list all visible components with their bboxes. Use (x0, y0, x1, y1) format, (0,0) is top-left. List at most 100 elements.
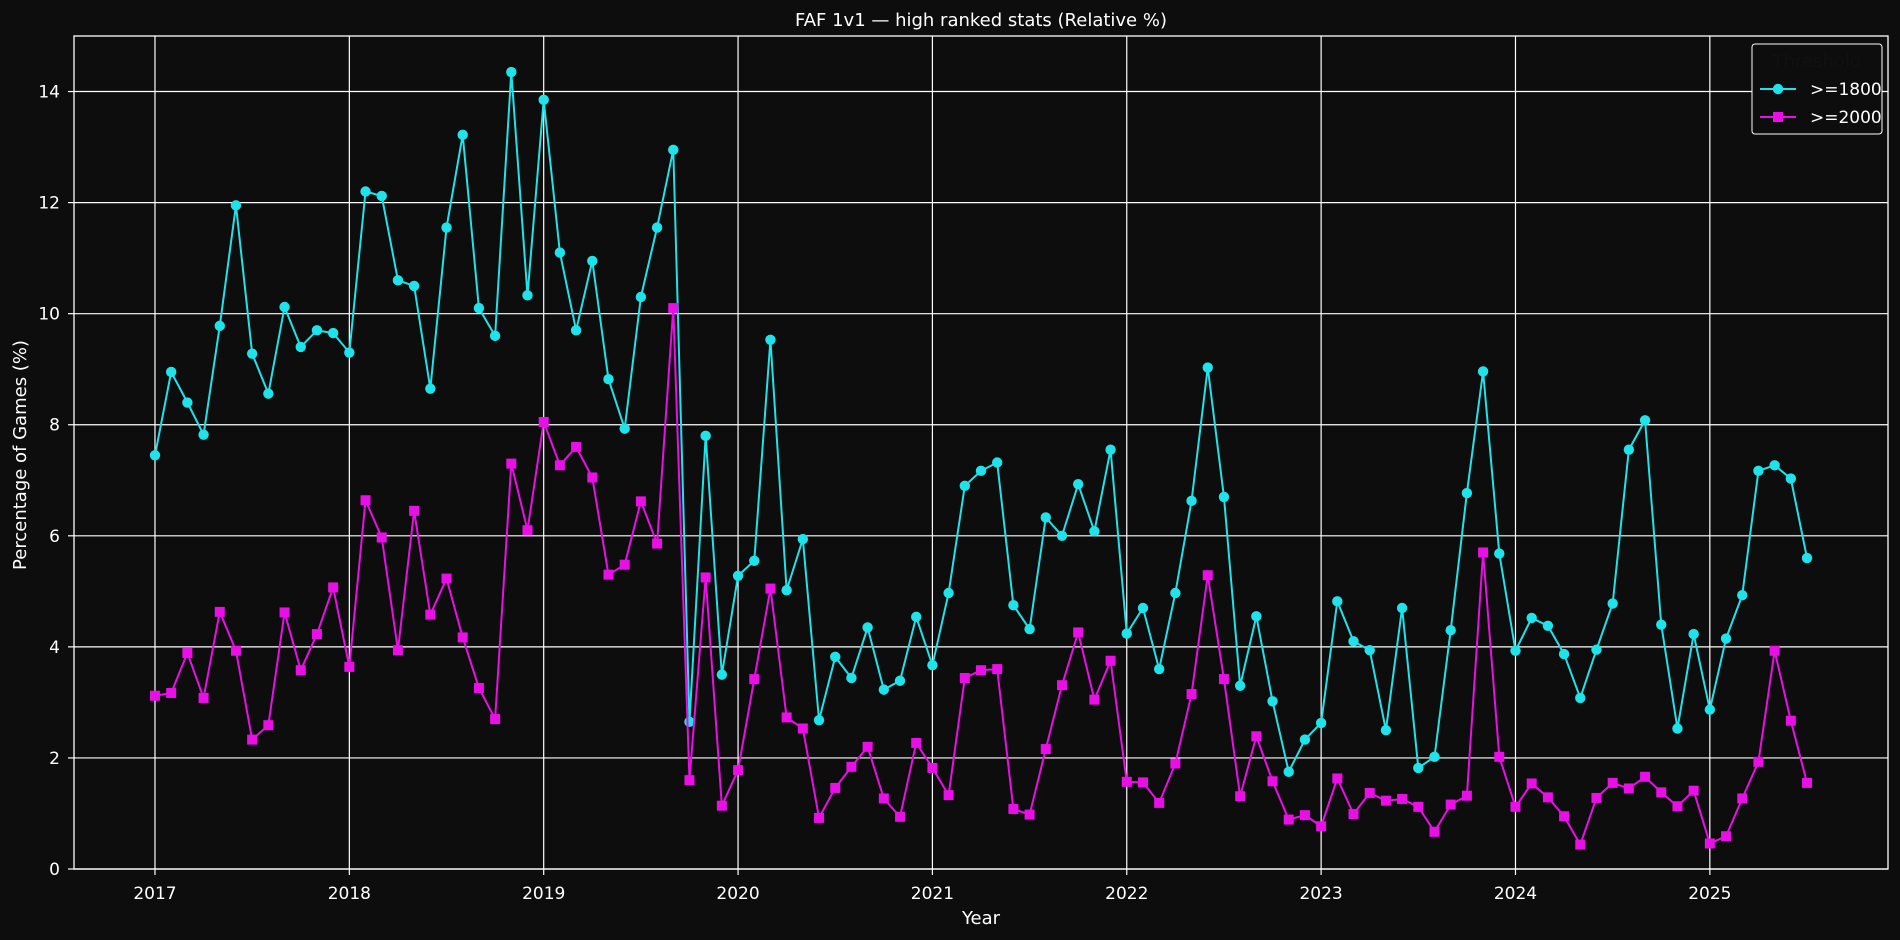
data-point (635, 291, 647, 303)
x-tick-label: 2025 (1688, 884, 1731, 904)
data-point (538, 416, 549, 427)
data-point (700, 430, 711, 442)
data-point (1672, 723, 1683, 734)
data-point (214, 320, 225, 332)
data-point (1170, 758, 1181, 769)
data-point (911, 737, 922, 748)
data-point (149, 690, 160, 701)
data-point (651, 222, 663, 233)
data-point (1510, 645, 1521, 656)
data-point (603, 569, 614, 580)
data-point (878, 793, 889, 804)
data-point (716, 800, 727, 811)
data-point (522, 290, 533, 301)
data-point (1445, 625, 1456, 636)
data-point (1186, 495, 1197, 507)
data-point (927, 762, 938, 773)
data-point (927, 659, 938, 671)
data-point (409, 505, 420, 516)
data-point (797, 533, 809, 545)
data-point (554, 460, 565, 471)
data-point (392, 275, 404, 286)
data-point (991, 457, 1003, 468)
data-point (247, 734, 258, 745)
data-point (1656, 787, 1667, 798)
data-point (360, 495, 371, 506)
data-point (1072, 478, 1084, 490)
data-point (830, 782, 841, 793)
data-point (1170, 587, 1181, 599)
data-point (1105, 655, 1116, 666)
data-point (392, 645, 403, 656)
data-point (522, 525, 533, 536)
data-point (1494, 548, 1505, 559)
data-point (506, 458, 517, 469)
data-point (570, 325, 582, 336)
data-point (765, 583, 776, 594)
data-point (506, 66, 517, 78)
data-point (1704, 838, 1715, 849)
data-point (1413, 762, 1424, 774)
data-point (959, 672, 970, 683)
data-point (975, 465, 987, 477)
series-1 (149, 66, 1813, 778)
data-point (1591, 644, 1602, 655)
x-tick-label: 2020 (716, 884, 759, 904)
data-point (1008, 804, 1019, 815)
data-point (571, 441, 582, 452)
data-point (1558, 648, 1570, 660)
data-point (1623, 783, 1634, 794)
data-point (619, 423, 630, 434)
data-point (1089, 526, 1100, 537)
data-point (1672, 801, 1683, 812)
data-point (1397, 794, 1408, 805)
data-point (619, 559, 630, 570)
data-point (538, 94, 549, 106)
data-point (1040, 744, 1051, 755)
chart-title: FAF 1v1 — high ranked stats (Relative %) (795, 10, 1167, 31)
data-point (182, 647, 193, 658)
data-point (360, 186, 371, 197)
data-point (1235, 791, 1246, 802)
data-point (1024, 809, 1035, 820)
data-point (1688, 628, 1699, 640)
data-point (1024, 623, 1035, 635)
data-point (1283, 814, 1294, 825)
data-point (1607, 777, 1618, 788)
data-point (1785, 473, 1797, 484)
data-point (1105, 444, 1116, 455)
data-point (943, 790, 954, 801)
data-point (1737, 793, 1748, 804)
data-point (846, 672, 857, 684)
data-point (1526, 778, 1537, 789)
data-point (1121, 628, 1132, 639)
data-point (1721, 831, 1732, 842)
x-tick-label: 2022 (1105, 884, 1148, 904)
data-point (279, 301, 290, 313)
data-point (943, 587, 954, 599)
data-point (1753, 756, 1764, 767)
plot-frame (73, 35, 1889, 870)
data-point (814, 812, 825, 823)
data-point (1559, 811, 1570, 822)
data-point (198, 692, 209, 703)
data-point (1802, 777, 1813, 788)
data-point (1234, 680, 1246, 691)
data-point (1413, 801, 1424, 812)
data-point (652, 538, 663, 549)
data-point (781, 585, 792, 596)
data-point (1186, 689, 1197, 700)
data-point (1801, 552, 1813, 564)
data-point (149, 450, 161, 461)
data-point (668, 144, 679, 156)
data-point (1639, 415, 1651, 426)
data-point (376, 190, 387, 202)
data-point (457, 632, 468, 643)
data-point (749, 555, 760, 566)
data-point (279, 607, 290, 618)
data-point (311, 629, 322, 640)
data-point (749, 674, 760, 685)
data-point (263, 720, 274, 731)
legend-title: Threshold (1772, 51, 1862, 72)
data-point (878, 684, 890, 695)
